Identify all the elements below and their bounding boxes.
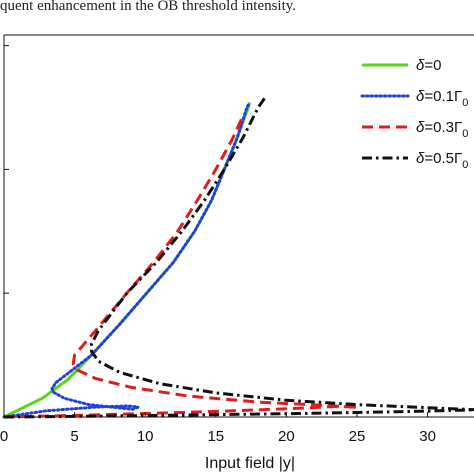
x-tick-label: 10 [137,428,154,445]
tick-layer: 0 5 10 15 20 25 30 [0,45,436,445]
figure-caption: quent enhancement in the OB threshold in… [0,0,297,14]
legend: δ=0 δ=0.1Γ0 δ=0.3Γ0 δ=0.5Γ0 [360,57,468,171]
series-line-4 [3,94,474,419]
x-tick-label: 0 [0,428,8,445]
x-tick-label: 15 [207,428,224,445]
plot-area-border [3,34,474,418]
series-line-1 [3,102,252,419]
series-line-3 [3,113,360,419]
x-tick-label: 30 [419,428,436,445]
x-axis-label: Input field |y| [205,455,295,472]
legend-label-2: δ=0.1Γ0 [416,88,468,109]
legend-label-3: δ=0.3Γ0 [416,119,468,140]
legend-label-4: δ=0.5Γ0 [416,150,468,171]
series-layer [2,94,474,419]
legend-label-1: δ=0 [416,57,441,74]
series-line-2 [2,101,252,419]
x-tick-label: 5 [70,428,78,445]
x-tick-label: 25 [349,428,366,445]
x-tick-label: 20 [278,428,295,445]
